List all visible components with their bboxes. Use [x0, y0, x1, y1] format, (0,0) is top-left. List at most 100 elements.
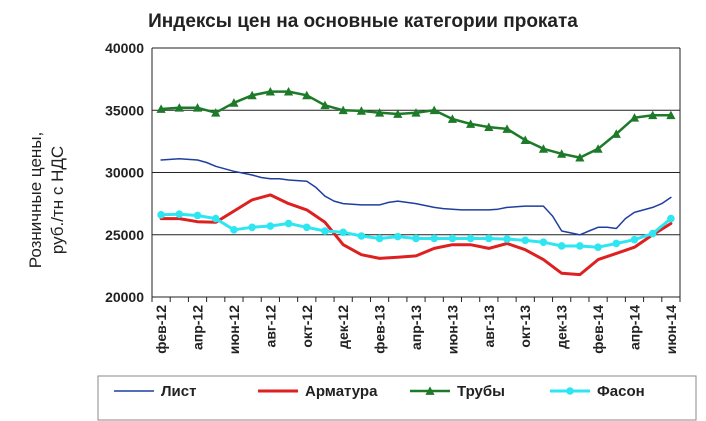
y-tick-label: 20000 [105, 289, 144, 305]
series-Фасон [157, 210, 675, 251]
x-tick-label: фев-13 [372, 305, 388, 354]
legend-box [97, 375, 697, 421]
series-lines [156, 86, 676, 277]
data-point [466, 234, 475, 243]
y-axis-ticks: 20000 25000 30000 35000 40000 [105, 40, 144, 305]
data-point [448, 234, 457, 243]
series-line [159, 90, 673, 159]
data-point [466, 119, 476, 128]
data-point [357, 232, 366, 240]
x-tick-label: фев-14 [590, 305, 606, 354]
data-point [611, 129, 621, 138]
data-point [648, 229, 657, 238]
data-point [629, 113, 640, 122]
x-tick-label: июн-14 [663, 305, 679, 354]
x-tick-label: апр-13 [408, 305, 424, 350]
data-point [594, 243, 602, 251]
data-point [193, 211, 202, 220]
data-point [667, 214, 675, 223]
legend-marker [425, 386, 435, 395]
x-tick-label: окт-13 [517, 305, 533, 348]
y-axis-title-line-1: Розничные цены, [26, 132, 45, 269]
x-tick-label: апр-14 [626, 305, 642, 350]
data-point [648, 110, 658, 120]
data-point [156, 104, 166, 113]
data-point [557, 149, 567, 158]
legend-label: Арматура [305, 383, 378, 400]
data-point [248, 223, 256, 232]
legend-marker [566, 387, 574, 395]
data-point [321, 227, 329, 235]
y-axis-title-line-2: руб./тн с НДС [48, 146, 67, 254]
data-point [447, 114, 458, 123]
data-point [374, 108, 385, 117]
data-point [412, 234, 420, 243]
x-tick-label: авг-13 [481, 305, 497, 348]
data-point [484, 122, 494, 131]
data-point [229, 98, 239, 107]
data-point [539, 238, 548, 247]
x-tick-label: авг-12 [262, 305, 278, 348]
y-tick-label: 40000 [105, 40, 144, 56]
data-point [339, 228, 347, 237]
data-point [393, 109, 403, 118]
series-line [160, 158, 672, 236]
x-tick-label: окт-12 [299, 305, 315, 348]
data-point [320, 100, 330, 110]
data-point [302, 223, 311, 232]
data-point [265, 86, 275, 96]
data-point [266, 222, 275, 230]
legend: Лист Арматура Трубы Фасон [97, 375, 697, 421]
series-Лист [160, 158, 672, 236]
data-point [211, 214, 220, 223]
data-point [174, 103, 184, 112]
x-tick-label: апр-12 [190, 305, 206, 350]
legend-item: Лист [114, 383, 196, 400]
data-point [502, 124, 512, 133]
data-point [175, 210, 184, 219]
chart-title: Индексы цен на основные категории прокат… [148, 11, 578, 32]
series-line [159, 193, 673, 277]
data-point [230, 225, 238, 234]
data-point [576, 242, 584, 250]
data-point [338, 105, 348, 115]
data-point [593, 144, 603, 153]
data-point [557, 242, 566, 250]
data-point [429, 105, 439, 115]
data-point [393, 232, 402, 241]
data-point [485, 234, 493, 243]
x-tick-label: июн-13 [444, 305, 460, 354]
data-point [666, 110, 676, 120]
data-point [284, 219, 293, 228]
x-tick-label: дек-12 [335, 305, 351, 349]
data-point [503, 235, 511, 243]
y-axis-title: Розничные цены, руб./тн с НДС [26, 132, 67, 269]
data-point [375, 234, 384, 243]
y-tick-label: 25000 [105, 227, 144, 243]
data-point [247, 90, 257, 100]
data-point [521, 236, 530, 245]
x-tick-label: дек-13 [554, 305, 570, 349]
y-tick-label: 35000 [105, 102, 144, 118]
x-tick-label: июн-12 [226, 305, 242, 354]
legend-label: Трубы [457, 383, 505, 400]
legend-label: Фасон [597, 383, 645, 400]
legend-item: Трубы [410, 383, 505, 400]
x-axis-ticks: фев-12 апр-12 июн-12 авг-12 окт-12 дек-12 фев-… [151, 297, 681, 354]
data-point [575, 152, 585, 162]
data-point [538, 144, 549, 153]
data-point [192, 103, 203, 112]
data-point [630, 235, 639, 244]
data-point [283, 86, 294, 96]
data-point [411, 108, 421, 117]
series-Арматура [159, 193, 673, 277]
data-point [612, 239, 621, 248]
x-tick-label: фев-12 [153, 305, 169, 354]
series-Трубы [156, 86, 676, 162]
data-point [211, 108, 221, 117]
data-point [157, 211, 165, 219]
legend-item: Фасон [550, 383, 645, 400]
data-point [302, 90, 312, 100]
data-point [520, 135, 530, 145]
